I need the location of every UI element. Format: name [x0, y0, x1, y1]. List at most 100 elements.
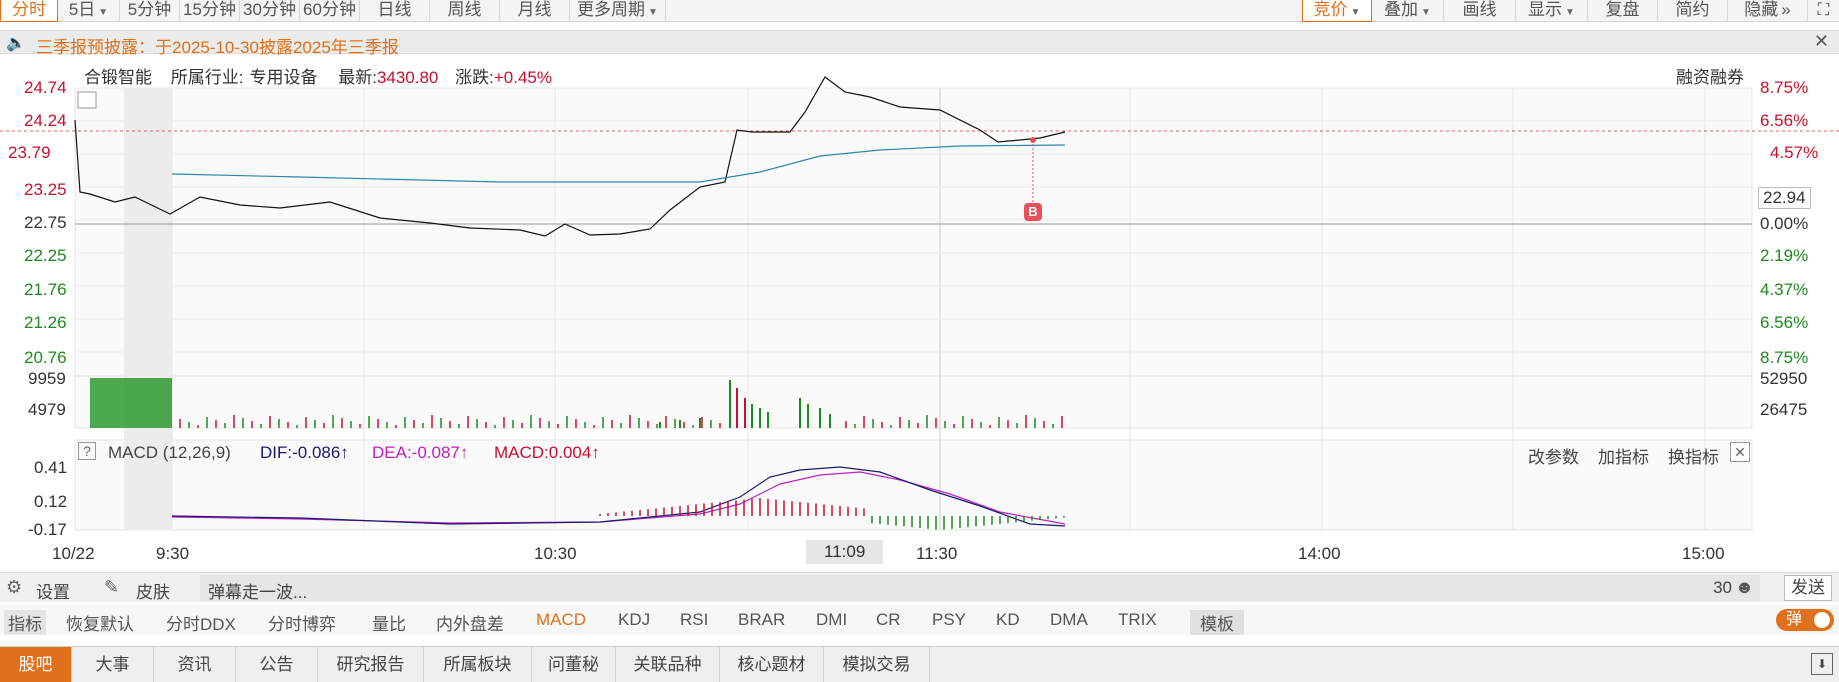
chevron-down-icon: ▼	[1350, 7, 1361, 18]
bottom-tab-0[interactable]: 股吧	[0, 647, 72, 682]
indicator-tab-9[interactable]: BRAR	[738, 610, 786, 629]
macd-tick: 0.12	[34, 492, 68, 511]
stock-name: 合锻智能	[84, 68, 152, 87]
indicator-tab-12[interactable]: PSY	[932, 610, 967, 629]
tab-weekly[interactable]: 周线	[430, 0, 500, 22]
chevron-down-icon: ▼	[648, 7, 658, 18]
period-toolbar: 分时 5日 ▼ 5分钟 15分钟 30分钟 60分钟 日线 周线 月线 更多周期 ▼…	[0, 0, 1839, 22]
indicator-tab-14[interactable]: DMA	[1050, 610, 1088, 629]
overlay-dropdown[interactable]: 叠加 ▼	[1372, 0, 1444, 22]
chevron-down-icon: ▼	[1565, 7, 1575, 18]
price-tick: 21.26	[24, 313, 67, 332]
time-tick: 10:30	[534, 544, 577, 563]
tab-5day[interactable]: 5日 ▼	[58, 0, 120, 22]
change-label: 涨跌:	[455, 68, 494, 87]
char-count: 30	[1713, 578, 1732, 597]
percent-tick: 0.00%	[1760, 214, 1809, 233]
indicator-tab-1[interactable]: 恢复默认	[66, 615, 134, 634]
bottom-tab-8[interactable]: 核心题材	[720, 647, 824, 682]
tab-intraday[interactable]: 分时	[0, 0, 58, 22]
settings-button[interactable]: 设置	[36, 583, 70, 602]
close-icon[interactable]: ✕	[1730, 442, 1750, 462]
indicator-tab-10[interactable]: DMI	[816, 610, 848, 629]
indicator-tab-6[interactable]: MACD	[536, 610, 587, 629]
display-dropdown[interactable]: 显示 ▼	[1516, 0, 1588, 22]
replay-button[interactable]: 复盘	[1588, 0, 1658, 22]
indicator-tab-7[interactable]: KDJ	[618, 610, 651, 629]
indicator-tab-0[interactable]: 指标	[4, 610, 46, 635]
time-tick: 14:00	[1298, 544, 1341, 563]
margin-trading-link[interactable]: 融资融券	[1676, 68, 1744, 87]
percent-tick: 2.19%	[1760, 246, 1809, 265]
bottom-tab-1[interactable]: 大事	[72, 647, 154, 682]
indicator-tab-16[interactable]: 模板	[1190, 610, 1244, 635]
tab-5min[interactable]: 5分钟	[120, 0, 180, 22]
tab-monthly[interactable]: 月线	[500, 0, 570, 22]
industry-value[interactable]: 专用设备	[249, 68, 318, 87]
macd-tick: -0.17	[28, 520, 67, 539]
current-price-tag: 22.94	[1758, 187, 1811, 209]
percent-tick: 8.75%	[1760, 78, 1809, 97]
bottom-tab-7[interactable]: 关联品种	[616, 647, 720, 682]
indicator-tab-15[interactable]: TRIX	[1118, 610, 1157, 629]
indicator-tab-3[interactable]: 分时博弈	[268, 615, 336, 634]
gear-icon[interactable]: ⚙	[6, 577, 23, 597]
auction-shade	[124, 88, 172, 530]
tab-daily[interactable]: 日线	[360, 0, 430, 22]
indicator-tab-5[interactable]: 内外盘差	[436, 615, 504, 634]
modify-params-button[interactable]: 改参数	[1528, 448, 1579, 467]
macd-tick: 0.41	[34, 458, 68, 477]
danmu-input[interactable]: 弹幕走一波... 30 ☻	[200, 575, 1760, 602]
bottom-tab-4[interactable]: 研究报告	[318, 647, 424, 682]
price-tick: 23.79	[8, 143, 51, 163]
time-tick: 11:30	[916, 544, 958, 563]
more-periods-dropdown[interactable]: 更多周期 ▼	[570, 0, 666, 22]
tab-60min[interactable]: 60分钟	[300, 0, 360, 22]
buy-marker[interactable]: B	[1024, 203, 1042, 221]
date-label: 10/22	[52, 544, 95, 563]
chevron-down-icon: ▼	[1421, 7, 1431, 18]
close-icon[interactable]: ✕	[1813, 31, 1829, 51]
volume-tick: 52950	[1760, 369, 1808, 388]
tab-30min[interactable]: 30分钟	[240, 0, 300, 22]
percent-tick: 4.37%	[1760, 280, 1809, 299]
tab-15min[interactable]: 15分钟	[180, 0, 240, 22]
latest-value: 3430.80	[376, 68, 439, 87]
bottom-tab-3[interactable]: 公告	[236, 647, 318, 682]
volume-tick: 9959	[28, 369, 66, 388]
intraday-chart[interactable]	[0, 72, 1839, 572]
indicator-tab-11[interactable]: CR	[876, 610, 901, 629]
indicator-tab-4[interactable]: 量比	[372, 615, 406, 634]
time-tick: 15:00	[1682, 544, 1725, 563]
emoji-icon[interactable]: ☻	[1735, 577, 1754, 597]
add-indicator-button[interactable]: 加指标	[1598, 448, 1649, 467]
indicator-tab-2[interactable]: 分时DDX	[166, 615, 236, 634]
switch-indicator-button[interactable]: 换指标	[1668, 448, 1719, 467]
indicator-tab-8[interactable]: RSI	[680, 610, 709, 629]
auction-volume	[90, 378, 172, 428]
industry-label: 所属行业:	[170, 68, 244, 87]
skin-button[interactable]: 皮肤	[136, 583, 170, 602]
price-tick: 23.25	[24, 180, 67, 199]
announcement-text[interactable]: 三季报预披露：于2025-10-30披露2025年三季报	[36, 38, 399, 57]
indicator-tab-13[interactable]: KD	[996, 610, 1020, 629]
bottom-tab-2[interactable]: 资讯	[154, 647, 236, 682]
bottom-tab-6[interactable]: 问董秘	[532, 647, 616, 682]
simple-mode-button[interactable]: 简约	[1658, 0, 1728, 22]
draw-line-button[interactable]: 画线	[1444, 0, 1516, 22]
dea-line	[171, 471, 1066, 525]
hide-button[interactable]: 隐藏»	[1728, 0, 1808, 22]
time-tick: 9:30	[156, 544, 190, 563]
brush-icon[interactable]: ✎	[104, 577, 120, 597]
bottom-tab-9[interactable]: 模拟交易	[824, 647, 930, 682]
bottom-tab-5[interactable]: 所属板块	[424, 647, 532, 682]
help-icon[interactable]: ?	[78, 442, 96, 460]
toggle-knob	[1814, 612, 1830, 628]
fullscreen-icon[interactable]: ⛶	[1817, 0, 1830, 19]
download-icon[interactable]: ⬇	[1811, 653, 1833, 675]
send-button[interactable]: 发送	[1784, 575, 1832, 601]
auction-dropdown[interactable]: 竞价 ▼	[1302, 0, 1372, 22]
macd-panel	[74, 439, 1753, 531]
change-value: +0.45%	[493, 68, 552, 87]
percent-tick: 6.56%	[1760, 111, 1809, 130]
